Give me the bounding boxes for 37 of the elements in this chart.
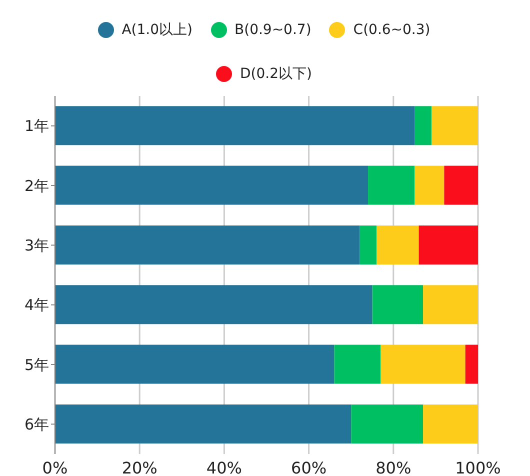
bar <box>55 285 372 324</box>
x-tick-label: 0% <box>42 458 68 476</box>
bar <box>423 404 478 444</box>
legend-label: D(0.2以下) <box>240 66 312 82</box>
y-tick-label: 6年 <box>24 415 49 434</box>
y-tick-label: 1年 <box>24 117 49 136</box>
y-tick-label: 4年 <box>24 296 49 314</box>
bar <box>376 225 419 264</box>
bar <box>55 344 334 384</box>
bar <box>55 404 352 444</box>
bar <box>55 106 415 146</box>
legend-label: C(0.6~0.3) <box>353 22 430 38</box>
y-tick-label: 2年 <box>24 176 49 195</box>
x-tick-label: 20% <box>122 458 158 476</box>
legend-label: B(0.9~0.7) <box>234 22 312 38</box>
bar <box>55 225 360 264</box>
bar <box>414 106 432 146</box>
bar <box>414 166 444 205</box>
legend-label: A(1.0以上) <box>122 22 192 38</box>
bar <box>372 285 424 324</box>
bar <box>360 225 376 264</box>
bar <box>431 106 478 146</box>
bar <box>55 166 368 205</box>
bar <box>418 225 478 264</box>
x-tick-label: 40% <box>206 458 242 476</box>
bar <box>465 344 478 384</box>
bar <box>368 166 415 205</box>
bar <box>351 404 424 444</box>
x-tick-label: 60% <box>291 458 327 476</box>
x-tick-label: 80% <box>376 458 412 476</box>
bar <box>334 344 381 384</box>
x-tick-label: 100% <box>455 458 501 476</box>
y-tick-label: 5年 <box>24 356 49 374</box>
bar <box>380 344 466 384</box>
bar <box>444 166 478 205</box>
y-tick-label: 3年 <box>24 236 49 254</box>
bar <box>423 285 478 324</box>
